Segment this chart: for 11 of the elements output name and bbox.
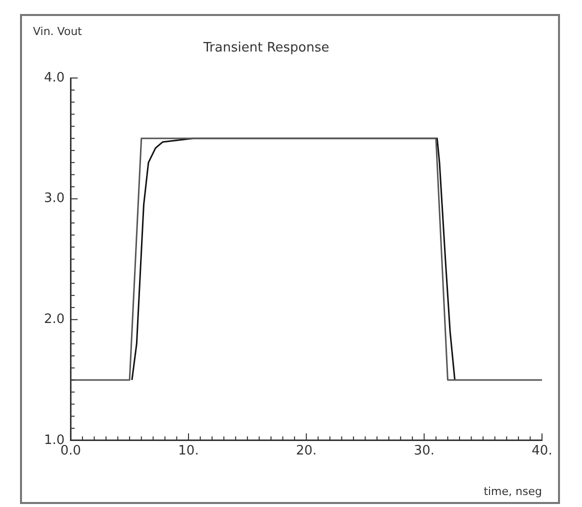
y-axis-title: Vin. Vout [33, 24, 83, 38]
y-tick-label: 4.0 [44, 70, 65, 86]
x-tick-label: 30. [414, 444, 435, 459]
x-tick-label: 40. [532, 444, 552, 459]
y-tick-label: 3.0 [44, 191, 65, 206]
x-tick-label: 10. [178, 444, 199, 459]
y-tick-label: 2.0 [44, 312, 65, 327]
x-tick-label: 20. [296, 444, 317, 459]
x-axis-title: time, nseg [484, 484, 542, 498]
chart-title: Transient Response [202, 40, 330, 56]
x-tick-label: 0.0 [60, 444, 82, 459]
